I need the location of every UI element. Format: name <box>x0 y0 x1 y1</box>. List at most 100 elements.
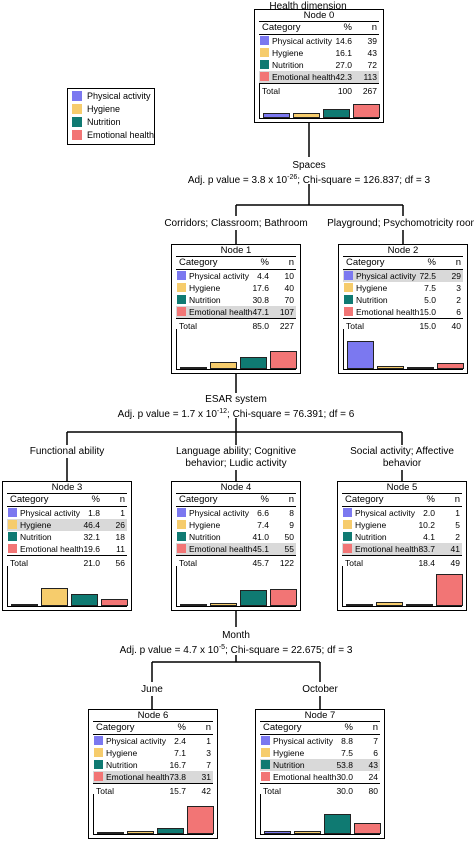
legend-item: Physical activity <box>68 90 154 102</box>
category-percent: 16.7 <box>169 760 186 770</box>
node-table-header: Category% n <box>260 721 380 735</box>
node-total-row: Total 85.0 227 <box>176 318 296 332</box>
branch-label: behavior <box>382 458 422 469</box>
category-swatch <box>177 271 186 280</box>
total-count: 227 <box>279 321 294 331</box>
header-count: n <box>288 494 294 505</box>
category-count: 39 <box>367 36 377 46</box>
header-count: n <box>454 494 460 505</box>
bar-hygiene <box>41 588 68 606</box>
category-count: 107 <box>279 307 294 317</box>
node-row: Hygiene 46.4 26 <box>7 519 127 531</box>
node-row: Physical activity 72.5 29 <box>343 270 463 282</box>
category-percent: 2.4 <box>174 736 186 746</box>
category-count: 113 <box>363 72 377 82</box>
category-label: Hygiene <box>20 520 52 530</box>
node-title: Node 4 <box>220 482 252 493</box>
header-count: n <box>288 257 294 268</box>
legend-label: Nutrition <box>87 117 121 127</box>
category-swatch <box>261 748 270 757</box>
node-row: Hygiene 16.1 43 <box>259 47 379 59</box>
category-label: Hygiene <box>273 748 305 758</box>
category-count: 6 <box>373 748 378 758</box>
node-table-header: Category% n <box>176 493 296 507</box>
tree-node: Node 2 Category% n Physical activity 72.5 29 H… <box>338 244 468 374</box>
node-title: Node 6 <box>137 710 169 721</box>
node-row: Physical activity 2.4 1 <box>93 735 213 747</box>
node-row: Hygiene 7.4 9 <box>176 519 296 531</box>
category-count: 43 <box>367 48 377 58</box>
tree-node: Node 1 Category% n Physical activity 4.4 10 Hy… <box>171 244 301 374</box>
node-total-row: Total 45.7 122 <box>176 555 296 569</box>
category-label: Physical activity <box>20 508 80 518</box>
category-swatch <box>261 760 270 769</box>
category-count: 55 <box>284 544 294 554</box>
total-percent: 30.0 <box>336 786 353 796</box>
node-total-row: Total 21.0 56 <box>7 555 127 569</box>
bar-emotional <box>353 104 380 118</box>
category-count: 8 <box>289 508 294 518</box>
category-count: 1 <box>206 736 211 746</box>
bar-nutrition <box>406 604 433 606</box>
category-swatch <box>177 508 186 517</box>
category-label: Hygiene <box>189 283 221 293</box>
total-label: Total <box>10 558 28 568</box>
category-percent: 16.1 <box>335 48 352 58</box>
bar-emotional <box>270 588 297 606</box>
category-label: Nutrition <box>189 295 221 305</box>
tree-node: Node 4 Category% n Physical activity 6.6 8 Hyg… <box>171 481 301 611</box>
category-count: 24 <box>368 772 378 782</box>
category-count: 9 <box>289 520 294 530</box>
category-count: 70 <box>284 295 294 305</box>
category-label: Emotional health <box>273 772 337 782</box>
category-swatch <box>94 748 103 757</box>
category-count: 10 <box>284 271 294 281</box>
node-row: Nutrition 5.0 2 <box>343 294 463 306</box>
node-row: Emotional health 30.0 24 <box>260 771 380 783</box>
node-row: Nutrition 30.8 70 <box>176 294 296 306</box>
bar-physical <box>180 603 207 606</box>
category-percent: 73.8 <box>169 772 186 782</box>
total-percent: 45.7 <box>252 558 269 568</box>
node-row: Nutrition 53.8 43 <box>260 759 380 771</box>
legend-item: Nutrition <box>68 116 154 128</box>
node-title: Node 7 <box>304 710 336 721</box>
node-row: Hygiene 7.5 6 <box>260 747 380 759</box>
category-count: 43 <box>368 760 378 770</box>
node-row: Physical activity 1.8 1 <box>7 507 127 519</box>
category-swatch <box>8 520 17 529</box>
legend-swatch <box>72 130 82 140</box>
category-swatch <box>94 736 103 745</box>
node-row: Physical activity 8.8 7 <box>260 735 380 747</box>
total-percent: 15.7 <box>169 786 186 796</box>
category-percent: 72.5 <box>419 271 436 281</box>
total-percent: 85.0 <box>252 321 269 331</box>
bar-emotional <box>270 351 297 369</box>
category-swatch <box>94 772 103 781</box>
category-percent: 19.6 <box>83 544 100 554</box>
category-label: Emotional health <box>355 544 419 554</box>
bar-hygiene <box>210 362 237 369</box>
node-bar-chart <box>259 84 380 119</box>
branch-label: Language ability; Cognitive <box>175 446 297 457</box>
bar-physical <box>346 604 373 606</box>
header-category: Category <box>96 722 135 733</box>
total-label: Total <box>345 558 363 568</box>
node-row: Emotional health 42.3 113 <box>259 71 379 83</box>
category-count: 7 <box>206 760 211 770</box>
node-row: Nutrition 32.1 18 <box>7 531 127 543</box>
total-count: 40 <box>451 321 461 331</box>
category-swatch <box>260 48 269 57</box>
category-percent: 6.6 <box>257 508 269 518</box>
category-swatch <box>343 532 352 541</box>
node-total-row: Total 18.4 49 <box>342 555 462 569</box>
node-bar-chart <box>342 566 463 607</box>
bar-nutrition <box>157 827 184 834</box>
category-percent: 30.8 <box>252 295 269 305</box>
category-percent: 53.8 <box>336 760 353 770</box>
node-title: Node 3 <box>51 482 83 493</box>
bar-physical <box>11 604 38 606</box>
bar-emotional <box>436 574 463 606</box>
bar-emotional <box>354 822 381 834</box>
